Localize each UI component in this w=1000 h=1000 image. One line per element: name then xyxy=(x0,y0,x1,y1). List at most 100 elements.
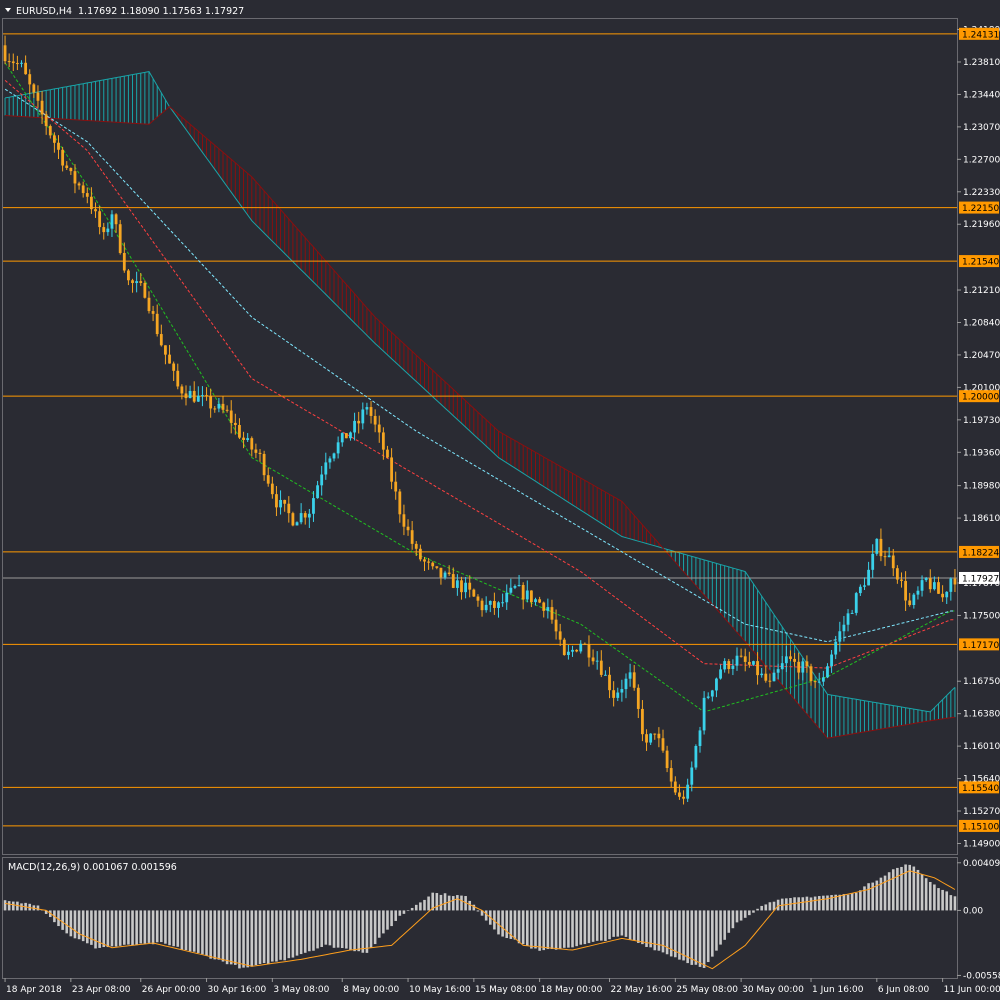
candle-body xyxy=(669,768,673,782)
macd-bar xyxy=(127,910,130,945)
macd-bar xyxy=(686,910,689,964)
candle-body xyxy=(423,559,426,562)
candle-body xyxy=(299,513,303,523)
time-tick-label: 18 Apr 2018 xyxy=(6,985,62,995)
macd-bar xyxy=(308,910,311,952)
macd-bar xyxy=(891,869,895,911)
macd-bar xyxy=(114,910,118,947)
macd-bar xyxy=(908,864,912,911)
macd-bar xyxy=(678,910,681,960)
macd-bar xyxy=(875,880,879,911)
ichimoku-cloud xyxy=(4,71,956,739)
candle-body xyxy=(258,452,262,454)
level-label: 1.18224 xyxy=(962,548,999,558)
macd-bar xyxy=(11,901,15,911)
candle-body xyxy=(451,574,455,588)
macd-bar xyxy=(896,867,899,911)
candle-body xyxy=(40,100,44,115)
macd-bar xyxy=(822,895,825,911)
macd-bar xyxy=(184,910,188,951)
candle-body xyxy=(484,604,488,611)
level-label: 1.24131 xyxy=(962,30,999,40)
candle-body xyxy=(608,674,611,691)
macd-bar xyxy=(562,910,566,948)
macd-bar xyxy=(834,894,837,911)
candle-body xyxy=(571,649,574,652)
candle-body xyxy=(546,607,550,611)
macd-bar xyxy=(155,910,159,943)
macd-bar xyxy=(653,910,657,951)
candle-body xyxy=(172,363,176,371)
main-panel-border xyxy=(2,18,958,855)
macd-bar xyxy=(398,910,402,916)
candle-body xyxy=(649,733,653,743)
macd-panel: MACD(12,26,9) 0.001067 0.001596 0.004090… xyxy=(2,857,1000,981)
macd-bar xyxy=(225,910,229,965)
triangle-down-icon[interactable] xyxy=(5,8,11,12)
macd-bar xyxy=(616,910,620,937)
candle-body xyxy=(805,661,809,667)
time-tick-label: 30 May 00:00 xyxy=(742,985,804,995)
candle-body xyxy=(283,499,287,504)
macd-bar xyxy=(826,895,829,911)
macd-bar xyxy=(266,910,270,965)
candle-body xyxy=(431,562,435,567)
macd-bar xyxy=(525,910,529,946)
macd-bar xyxy=(756,908,759,911)
macd-bar xyxy=(534,910,537,949)
candle-body xyxy=(809,666,813,682)
candle-body xyxy=(357,420,361,424)
time-tick-label: 15 May 08:00 xyxy=(475,985,537,995)
candle-body xyxy=(867,569,870,586)
macd-bar xyxy=(320,910,323,947)
candle-body xyxy=(418,548,422,560)
macd-bar xyxy=(949,895,953,911)
candle-body xyxy=(542,602,546,611)
candle-body xyxy=(164,345,167,355)
macd-bar xyxy=(291,910,295,958)
price-tick-label: 1.20470 xyxy=(963,351,1000,361)
macd-bar xyxy=(649,910,652,948)
candle-body xyxy=(682,796,685,799)
macd-bar xyxy=(752,910,755,913)
candle-body xyxy=(900,579,903,581)
time-axis: 18 Apr 2018 23 Apr 08:00 26 Apr 00:00 30 Ap… xyxy=(4,978,1000,995)
candle-body xyxy=(534,599,537,603)
candle-body xyxy=(36,92,40,101)
time-tick-label: 10 May 16:00 xyxy=(409,985,471,995)
candle-body xyxy=(344,433,348,439)
macd-bar xyxy=(505,910,509,939)
candle-body xyxy=(44,114,48,127)
candle-body xyxy=(159,334,163,346)
candle-body xyxy=(168,354,171,364)
macd-bar xyxy=(645,910,648,947)
candle-body xyxy=(768,680,772,682)
macd-bar xyxy=(188,910,192,952)
candle-body xyxy=(414,543,418,549)
macd-bar xyxy=(838,894,842,911)
macd-bar xyxy=(176,910,180,947)
macd-bar xyxy=(530,910,533,949)
main-panel: 1.241801.238101.234401.230701.227001.223… xyxy=(2,18,1000,855)
macd-bar xyxy=(85,910,89,944)
candle-body xyxy=(834,641,838,655)
candle-body xyxy=(784,656,788,664)
candle-body xyxy=(821,677,825,682)
candle-body xyxy=(365,407,369,410)
candle-body xyxy=(793,658,796,662)
macd-bar xyxy=(69,910,73,937)
candle-body xyxy=(747,661,751,665)
macd-tick-label: -0.00558 xyxy=(963,971,1000,981)
macd-bar xyxy=(345,910,348,949)
macd-bar xyxy=(743,910,747,918)
macd-bar xyxy=(817,896,821,911)
macd-bar xyxy=(209,910,212,959)
candle-body xyxy=(439,567,443,578)
macd-bar xyxy=(303,910,307,953)
candle-body xyxy=(846,613,850,625)
candle-body xyxy=(575,649,579,652)
candle-body xyxy=(242,437,245,441)
candle-body xyxy=(135,281,139,284)
candle-body xyxy=(73,171,77,184)
